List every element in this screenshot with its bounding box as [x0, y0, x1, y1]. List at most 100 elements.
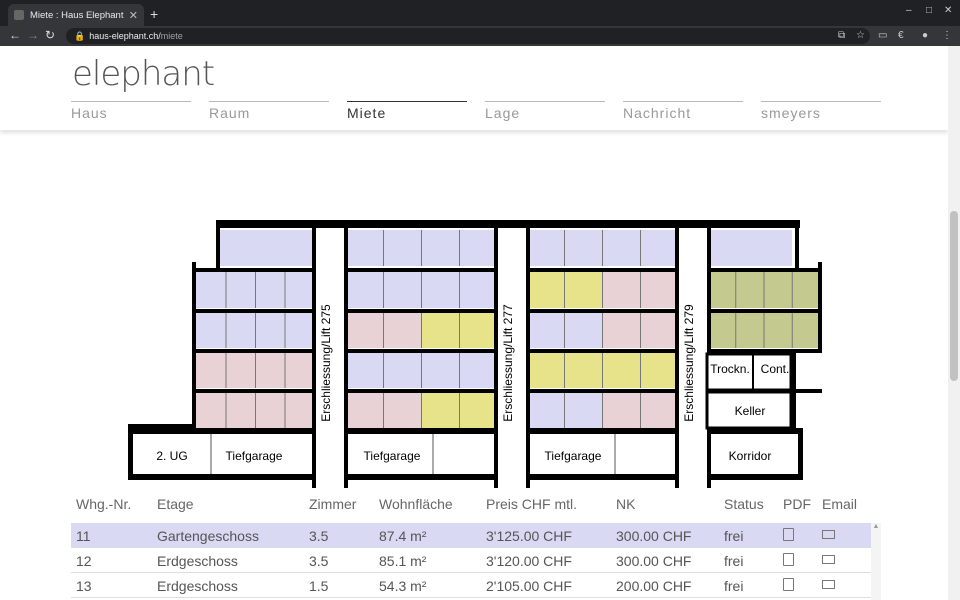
cell-preis: 2'105.00 CHF [486, 578, 572, 594]
apartment-unit [220, 230, 314, 266]
wall [216, 220, 220, 268]
menu-icon[interactable]: ⋮ [942, 30, 952, 41]
partition-line [383, 392, 384, 428]
page-scrollbar[interactable] [948, 46, 960, 600]
room-box [705, 352, 793, 392]
partition-line [210, 434, 212, 474]
cell-etage: Erdgeschoss [157, 578, 238, 594]
close-window-icon[interactable]: ✕ [944, 5, 953, 16]
scrollbar-thumb[interactable] [950, 211, 958, 381]
label-tiefgarage: Tiefgarage [545, 449, 602, 463]
partition-line [255, 312, 256, 348]
reload-icon[interactable]: ↻ [45, 28, 56, 42]
profile-icon[interactable]: ● [922, 30, 929, 41]
minimize-icon[interactable]: – [906, 5, 912, 16]
maximize-icon[interactable]: □ [926, 5, 933, 16]
partition-line [459, 272, 460, 308]
extension-icon[interactable]: ▭ [878, 30, 888, 41]
partition-line [735, 272, 737, 308]
partition-line [640, 272, 641, 308]
cell-flaeche: 54.3 m² [379, 578, 427, 594]
partition-line [763, 312, 765, 348]
new-tab-button[interactable]: + [150, 6, 159, 22]
pdf-icon[interactable] [783, 578, 794, 591]
header-wohnflaeche: Wohnfläche [379, 496, 453, 512]
header-email: Email [822, 496, 858, 512]
partition-line [564, 230, 565, 266]
building-section-plan[interactable]: Erschliessung/Lift 275 Erschliessung/Lift… [0, 168, 948, 488]
pdf-icon[interactable] [783, 528, 794, 541]
header-pdf: PDF [783, 496, 811, 512]
partition-line [225, 392, 227, 428]
partition-line [735, 312, 737, 348]
header-etage: Etage [157, 496, 194, 512]
extension-e-icon[interactable]: € [898, 30, 904, 41]
header-zimmer: Zimmer [309, 496, 357, 512]
partition-line [255, 272, 256, 308]
partition-line [255, 392, 256, 428]
cell-nk: 200.00 CHF [616, 578, 692, 594]
cell-zimmer: 3.5 [309, 528, 329, 544]
partition-line [421, 392, 422, 428]
bookmark-star-icon[interactable]: ☆ [856, 30, 865, 41]
partition-line [432, 434, 434, 474]
apartment-unit [710, 230, 792, 266]
cell-nk: 300.00 CHF [616, 553, 692, 569]
cell-nr: 11 [76, 528, 91, 544]
partition-line [383, 272, 384, 308]
translate-icon[interactable]: ⧉ [838, 30, 846, 41]
wall [192, 262, 196, 428]
partition-line [602, 352, 603, 388]
shaft-label: Erschliessung/Lift 279 [682, 304, 696, 422]
nav-lage[interactable]: Lage [485, 101, 605, 121]
apartment-table: 11 Gartengeschoss 3.5 87.4 m² 3'125.00 C… [71, 523, 871, 598]
nav-miete[interactable]: Miete [347, 101, 467, 121]
table-row[interactable]: 13 Erdgeschoss 1.5 54.3 m² 2'105.00 CHF … [71, 573, 871, 598]
browser-chrome: Miete : Haus Elephant ✕ + – □ ✕ ← → ↻ 🔒 h… [0, 0, 960, 46]
label-tiefgarage: Tiefgarage [226, 449, 283, 463]
email-icon[interactable] [822, 553, 835, 564]
partition-line [640, 230, 641, 266]
ground-slab [128, 428, 803, 434]
forward-icon[interactable]: → [27, 28, 39, 42]
partition-line [225, 352, 227, 388]
shaft [494, 224, 530, 488]
back-icon[interactable]: ← [9, 28, 21, 42]
browser-tab[interactable]: Miete : Haus Elephant ✕ [8, 4, 144, 26]
url-path: miete [160, 31, 183, 41]
tab-title: Miete : Haus Elephant [30, 9, 124, 21]
web-page: elephant Haus Raum Miete Lage Nachricht … [0, 46, 948, 600]
partition-line [763, 272, 765, 308]
room-box [705, 390, 793, 430]
url-host: haus-elephant.ch/ [89, 31, 161, 41]
cell-flaeche: 85.1 m² [379, 553, 427, 569]
site-logo[interactable]: elephant [72, 54, 215, 94]
shaft [312, 224, 348, 488]
table-row[interactable]: 12 Erdgeschoss 3.5 85.1 m² 3'120.00 CHF … [71, 548, 871, 573]
partition-line [791, 272, 793, 308]
email-icon[interactable] [822, 578, 835, 589]
wall [128, 428, 133, 480]
label-cont: Cont. [761, 362, 790, 376]
cell-zimmer: 1.5 [309, 578, 329, 594]
cell-status: frei [724, 553, 744, 569]
nav-haus[interactable]: Haus [71, 101, 191, 121]
nav-raum[interactable]: Raum [209, 101, 329, 121]
table-scrollbar[interactable]: ▲ [871, 523, 881, 600]
table-row[interactable]: 11 Gartengeschoss 3.5 87.4 m² 3'125.00 C… [71, 523, 871, 548]
nav-nachricht[interactable]: Nachricht [623, 101, 743, 121]
partition-line [383, 352, 384, 388]
partition-line [421, 272, 422, 308]
address-bar[interactable]: 🔒 haus-elephant.ch/miete [66, 28, 870, 44]
main-nav: Haus Raum Miete Lage Nachricht smeyers [71, 101, 881, 121]
wall [128, 424, 192, 430]
nav-smeyers[interactable]: smeyers [761, 101, 881, 121]
lock-icon: 🔒 [74, 31, 86, 41]
wall [795, 220, 799, 268]
partition-line [421, 352, 422, 388]
close-tab-icon[interactable]: ✕ [128, 9, 138, 22]
pdf-icon[interactable] [783, 553, 794, 566]
email-icon[interactable] [822, 528, 835, 539]
partition-line [225, 312, 227, 348]
partition-line [459, 230, 460, 266]
